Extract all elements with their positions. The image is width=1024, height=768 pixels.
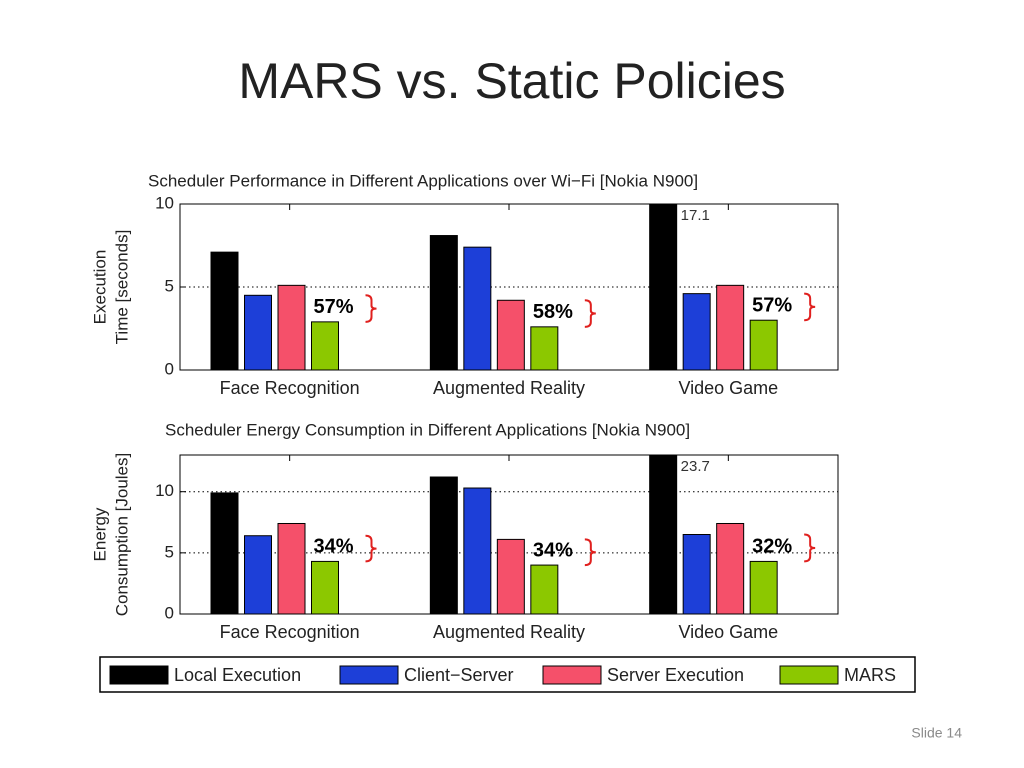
- savings-label: 58%: [533, 301, 573, 323]
- y-axis-label: Execution: [90, 250, 109, 325]
- bars: [210, 204, 778, 370]
- bar: [496, 299, 525, 370]
- x-tick-label: Augmented Reality: [433, 622, 585, 642]
- brace: [804, 533, 816, 563]
- y-tick-label: 10: [155, 193, 174, 212]
- bars: [210, 455, 778, 614]
- x-tick-label: Augmented Reality: [433, 378, 585, 398]
- bar: [649, 455, 678, 614]
- chart-title: Scheduler Energy Consumption in Differen…: [165, 420, 690, 439]
- bar: [210, 251, 239, 370]
- bar: [463, 246, 492, 370]
- y-axis-label: Consumption [Joules]: [112, 453, 131, 616]
- slide-title: MARS vs. Static Policies: [238, 53, 785, 109]
- chart-title: Scheduler Performance in Different Appli…: [148, 171, 698, 190]
- legend-swatch: [109, 665, 169, 685]
- bar: [716, 522, 745, 614]
- x-tick-label: Face Recognition: [220, 378, 360, 398]
- bar: [496, 538, 525, 614]
- legend-swatch: [779, 665, 839, 685]
- bar: [429, 235, 458, 370]
- bar: [277, 522, 306, 614]
- bar: [530, 564, 559, 614]
- bar: [244, 535, 272, 614]
- bar: [682, 293, 711, 370]
- bar: [277, 284, 306, 370]
- plot-frame: [179, 454, 839, 615]
- legend-swatch: [339, 665, 399, 685]
- bar: [244, 294, 272, 370]
- y-axis-label: Energy: [90, 507, 109, 561]
- brace: [584, 299, 596, 328]
- y-tick-label: 0: [165, 359, 174, 378]
- bar: [649, 204, 678, 370]
- x-tick-label: Video Game: [678, 378, 778, 398]
- savings-label: 34%: [314, 536, 354, 558]
- slide-number: Slide 14: [911, 725, 962, 741]
- legend-label: Local Execution: [174, 665, 301, 685]
- legend-label: Client−Server: [404, 665, 514, 685]
- overflow-label: 23.7: [681, 458, 710, 475]
- savings-label: 34%: [533, 539, 573, 561]
- y-tick-label: 5: [165, 276, 174, 295]
- bar: [749, 319, 778, 370]
- bar: [749, 560, 778, 614]
- y-tick-label: 10: [155, 481, 174, 500]
- brace: [365, 294, 377, 323]
- legend-label: MARS: [844, 665, 896, 685]
- brace: [365, 534, 377, 563]
- bar: [682, 534, 711, 614]
- savings-label: 57%: [752, 294, 792, 316]
- bar: [210, 492, 239, 614]
- y-tick-label: 5: [165, 542, 174, 561]
- savings-label: 32%: [752, 536, 792, 558]
- bar: [311, 321, 339, 370]
- overflow-label: 17.1: [681, 207, 710, 224]
- x-tick-label: Face Recognition: [220, 622, 360, 642]
- legend-label: Server Execution: [607, 665, 744, 685]
- y-axis-label: Time [seconds]: [112, 230, 131, 345]
- bar: [716, 284, 745, 370]
- bar: [463, 487, 492, 614]
- x-tick-label: Video Game: [678, 622, 778, 642]
- bar: [429, 476, 458, 614]
- y-tick-label: 0: [165, 603, 174, 622]
- legend-box: [99, 656, 916, 693]
- brace: [584, 538, 596, 567]
- bar: [311, 560, 339, 614]
- savings-label: 57%: [314, 296, 354, 318]
- legend-swatch: [542, 665, 602, 685]
- brace: [804, 292, 816, 322]
- plot-frame: [179, 203, 839, 371]
- bar: [530, 326, 559, 370]
